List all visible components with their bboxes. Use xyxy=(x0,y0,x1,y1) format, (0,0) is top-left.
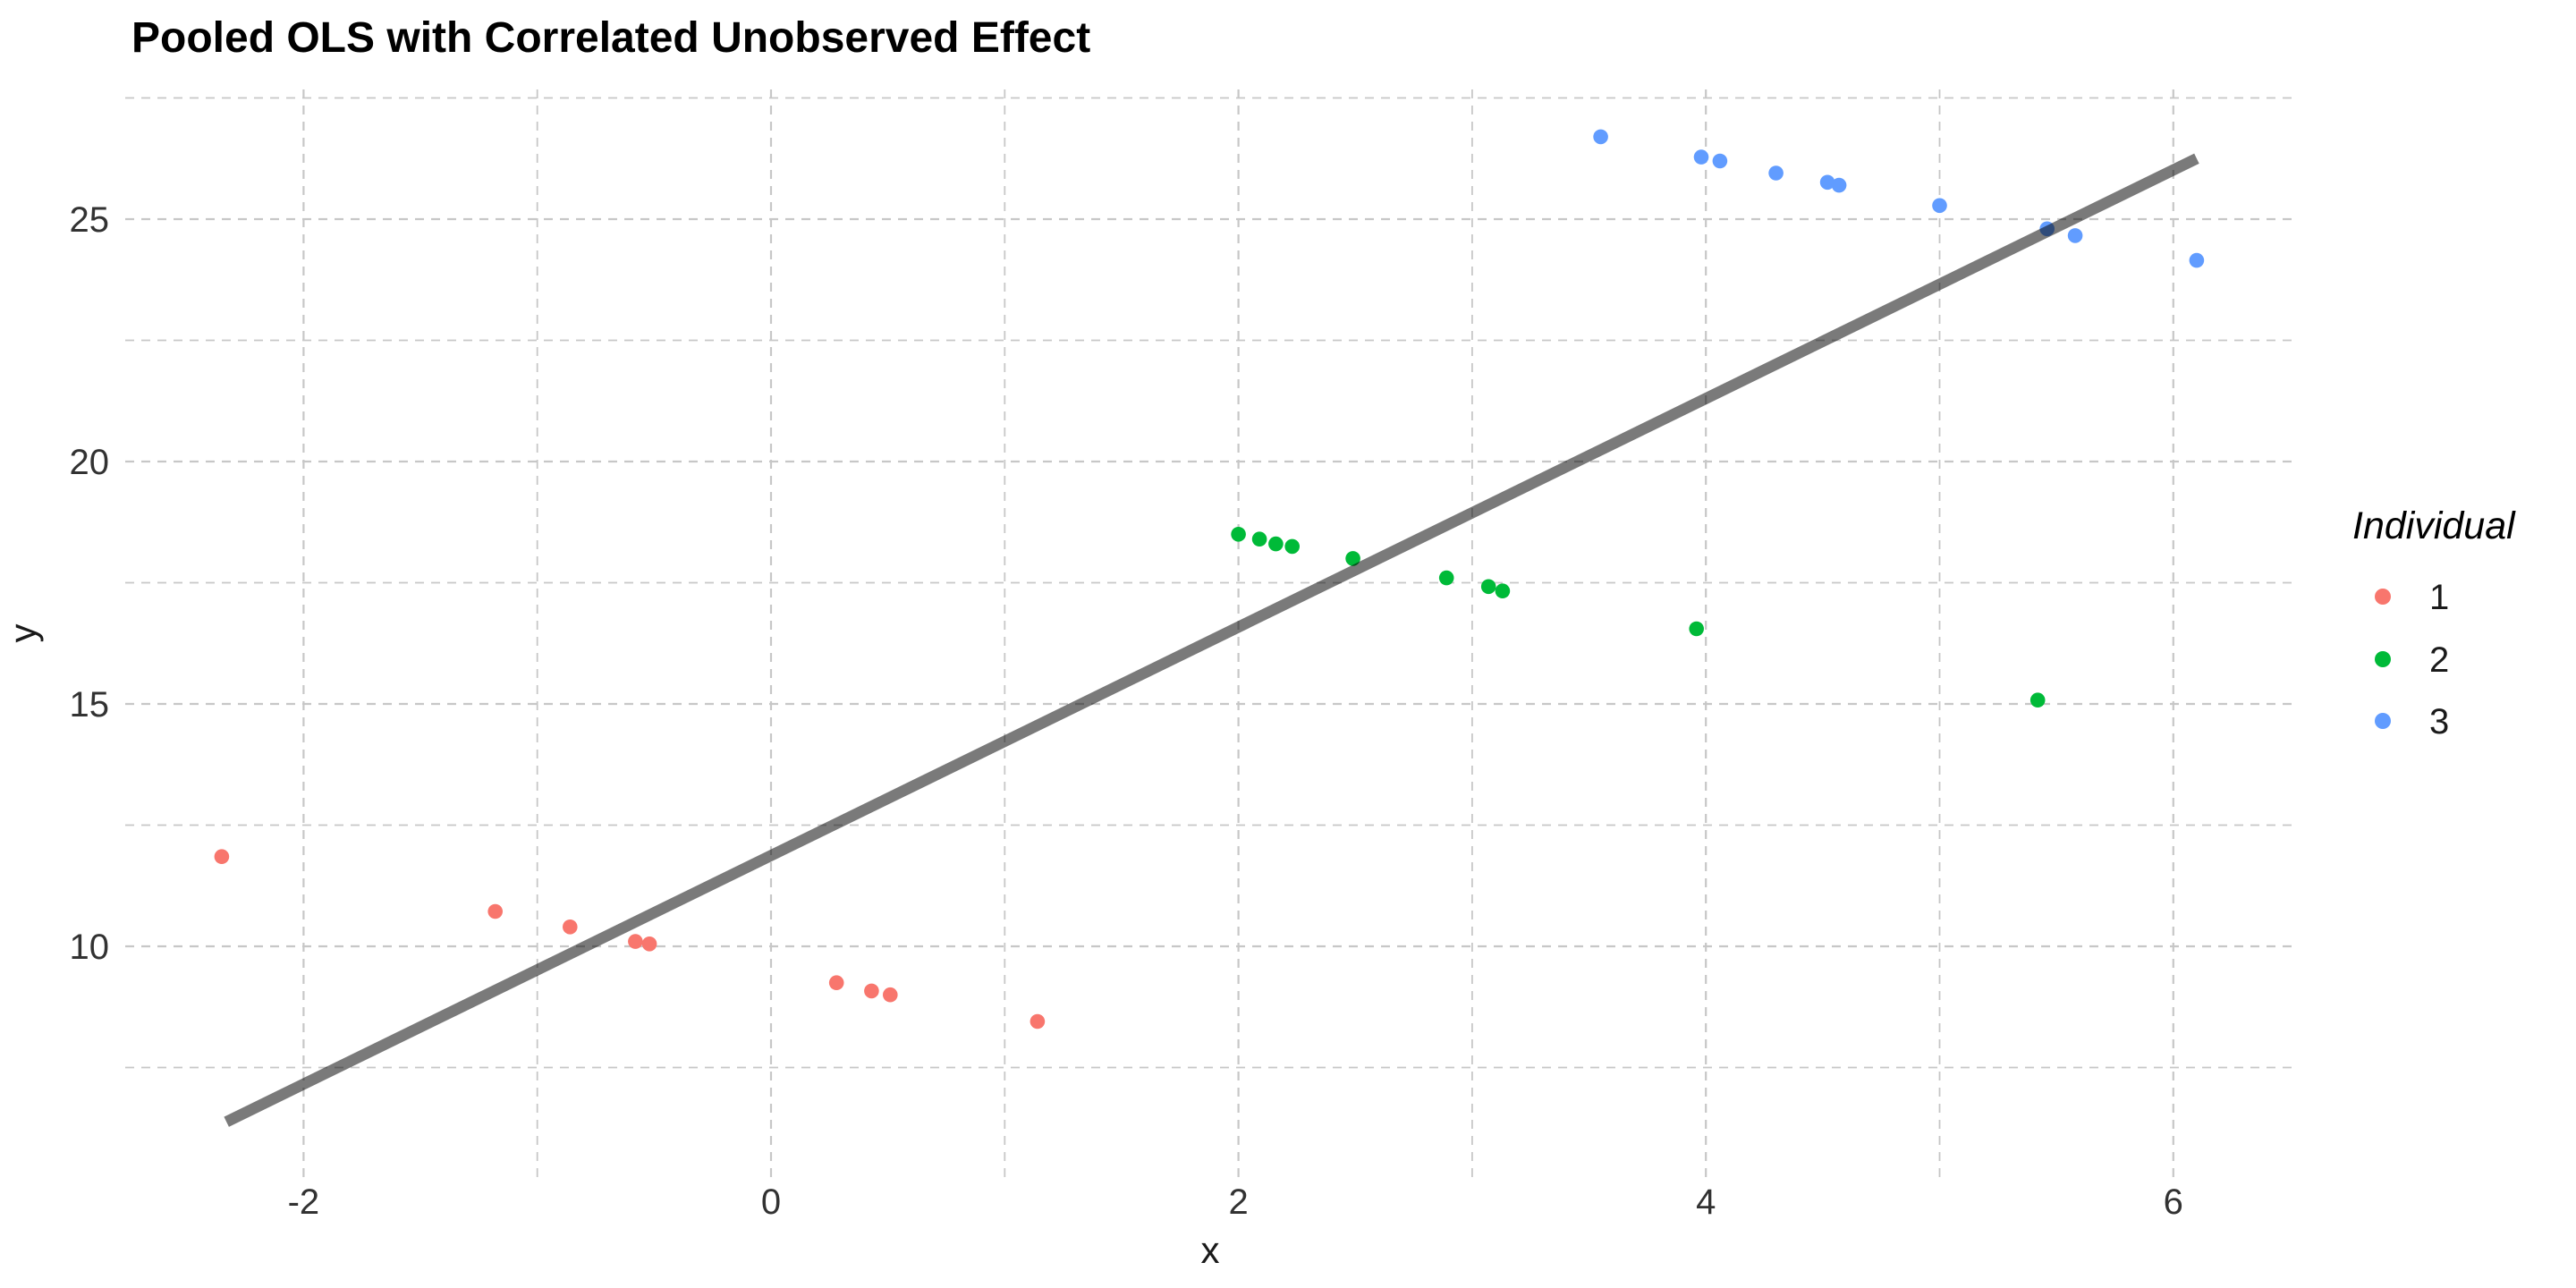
data-point-individual-2 xyxy=(1231,527,1246,542)
legend-items: 1 2 3 xyxy=(2375,578,2449,741)
legend-label-1: 1 xyxy=(2429,578,2449,617)
data-point-individual-2 xyxy=(1251,531,1267,547)
data-point-individual-3 xyxy=(1768,165,1784,181)
data-point-individual-2 xyxy=(1268,536,1284,552)
data-point-individual-2 xyxy=(1284,538,1300,555)
data-point-individual-1 xyxy=(883,987,898,1003)
data-point-individual-3 xyxy=(1831,177,1847,193)
legend-key-2 xyxy=(2375,651,2391,667)
y-tick-label: 20 xyxy=(70,443,110,482)
y-axis-title: y xyxy=(2,624,44,643)
data-point-individual-3 xyxy=(1932,198,1947,214)
data-point-individual-1 xyxy=(1030,1013,1046,1030)
data-point-individual-1 xyxy=(864,983,879,999)
legend-label-2: 2 xyxy=(2429,640,2449,680)
legend: Individual 1 2 3 xyxy=(2352,504,2516,741)
minor-gridlines xyxy=(125,89,2295,1178)
legend-key-1 xyxy=(2375,589,2391,605)
y-axis-tick-labels: 10 15 20 25 xyxy=(70,200,110,967)
data-point-individual-3 xyxy=(1819,174,1835,191)
legend-label-3: 3 xyxy=(2429,702,2449,741)
data-points xyxy=(214,129,2205,1030)
data-point-individual-1 xyxy=(828,975,844,990)
x-tick-label: 6 xyxy=(2164,1182,2183,1222)
regression-line xyxy=(224,153,2199,1127)
y-tick-label: 25 xyxy=(70,200,110,240)
plot-title: Pooled OLS with Correlated Unobserved Ef… xyxy=(131,14,1090,62)
x-axis-tick-labels: -2 0 2 4 6 xyxy=(288,1182,2183,1222)
legend-key-3 xyxy=(2375,713,2391,729)
data-point-individual-3 xyxy=(1693,149,1709,165)
data-point-individual-1 xyxy=(563,919,578,935)
data-point-individual-3 xyxy=(2189,252,2205,268)
data-point-individual-1 xyxy=(214,849,230,864)
data-point-individual-2 xyxy=(2029,692,2046,708)
x-tick-label: 4 xyxy=(1696,1182,1716,1222)
data-point-individual-3 xyxy=(1712,153,1728,169)
x-axis-title: x xyxy=(1201,1229,1220,1271)
data-point-individual-1 xyxy=(487,903,503,919)
data-point-individual-3 xyxy=(2067,228,2083,243)
data-point-individual-2 xyxy=(1345,551,1360,566)
data-point-individual-2 xyxy=(1495,583,1511,598)
major-gridlines xyxy=(125,89,2295,1178)
data-point-individual-1 xyxy=(628,934,643,949)
data-point-individual-1 xyxy=(641,936,657,952)
x-tick-label: -2 xyxy=(288,1182,320,1222)
data-point-individual-3 xyxy=(1593,129,1608,145)
x-tick-label: 0 xyxy=(761,1182,781,1222)
x-tick-label: 2 xyxy=(1228,1182,1248,1222)
data-point-individual-2 xyxy=(1689,621,1704,637)
data-point-individual-2 xyxy=(1480,579,1496,595)
data-point-individual-2 xyxy=(1438,570,1454,586)
legend-title: Individual xyxy=(2352,504,2516,547)
y-tick-label: 10 xyxy=(70,928,110,967)
y-tick-label: 15 xyxy=(70,685,110,724)
